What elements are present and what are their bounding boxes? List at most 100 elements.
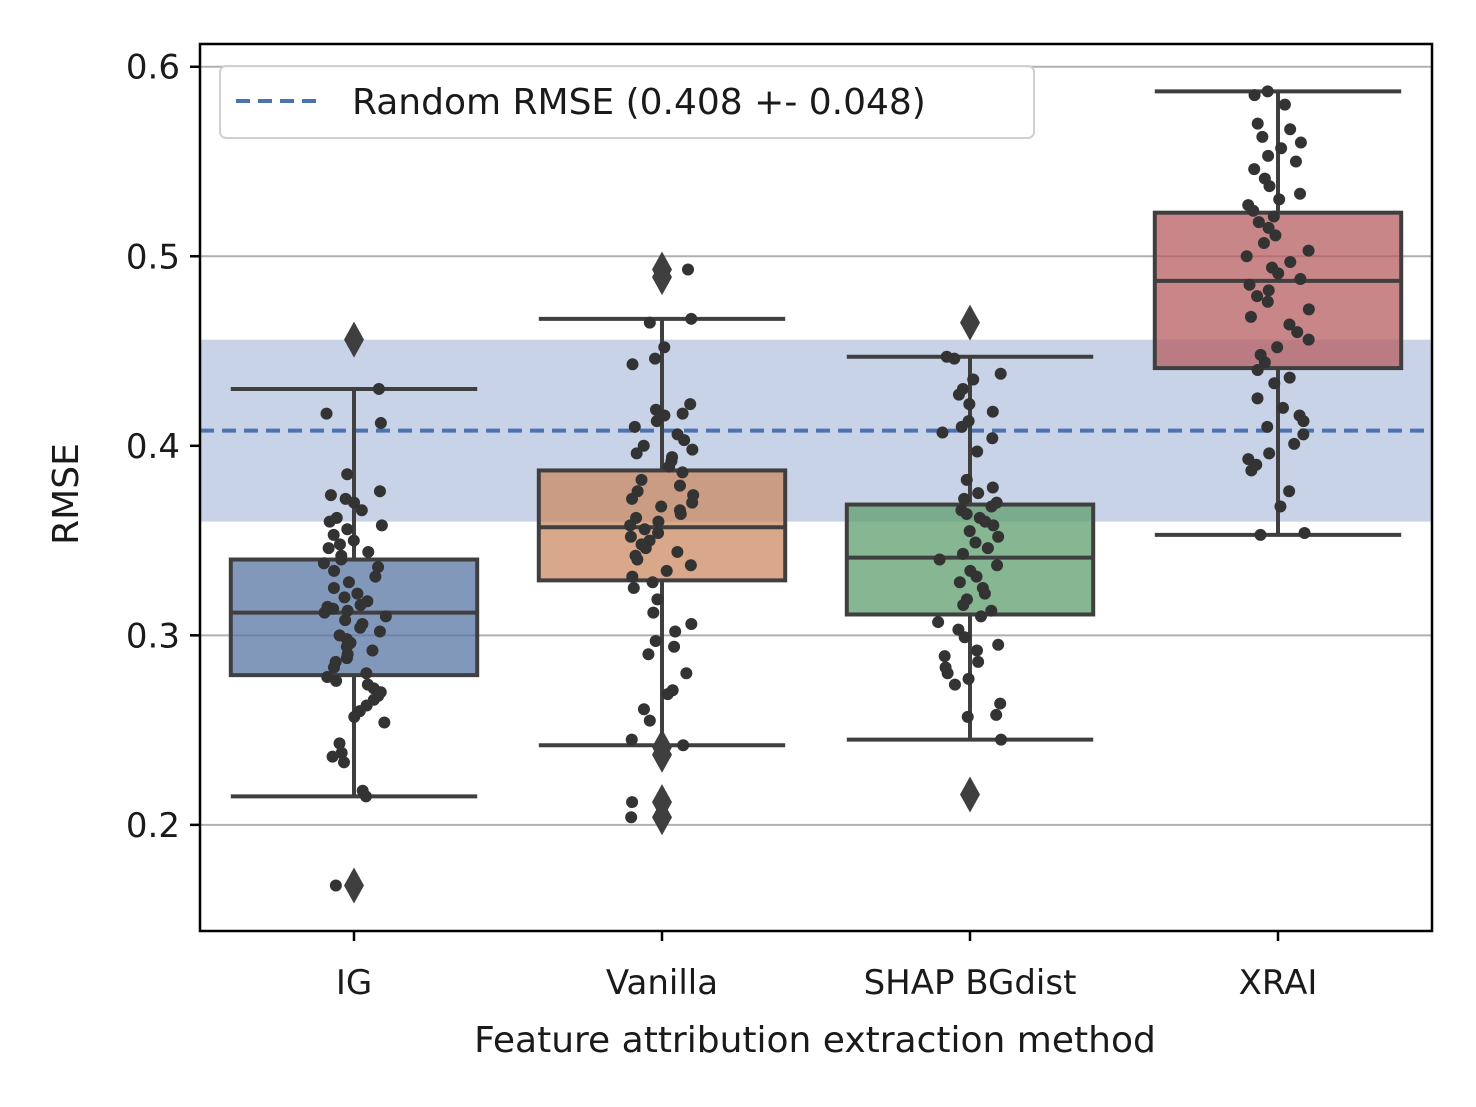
data-point-ig [335, 553, 348, 566]
data-point-ig [379, 610, 392, 623]
data-point-shap-bgdist [972, 487, 985, 500]
data-point-ig [329, 879, 342, 892]
data-point-shap-bgdist [958, 631, 971, 644]
data-point-ig [333, 737, 346, 750]
data-point-ig [351, 587, 364, 600]
data-point-shap-bgdist [948, 678, 961, 691]
data-point-xrai [1245, 464, 1258, 477]
data-point-shap-bgdist [987, 519, 1000, 532]
data-point-ig [318, 606, 331, 619]
data-point-vanilla [673, 479, 686, 492]
data-point-xrai [1283, 318, 1296, 331]
data-point-xrai [1263, 180, 1276, 193]
data-point-vanilla [660, 564, 673, 577]
data-point-xrai [1275, 142, 1288, 155]
data-point-ig [337, 756, 350, 769]
data-point-shap-bgdist [986, 432, 999, 445]
x-axis-label: Feature attribution extraction method [474, 1020, 1156, 1061]
data-point-vanilla [686, 443, 699, 456]
y-axis-label: RMSE [46, 443, 87, 545]
data-point-vanilla [631, 553, 644, 566]
data-point-vanilla [637, 439, 650, 452]
data-point-xrai [1284, 255, 1297, 268]
data-point-xrai [1261, 420, 1274, 433]
data-point-ig [355, 504, 368, 517]
data-point-xrai [1294, 187, 1307, 200]
data-point-ig [328, 564, 341, 577]
y-tick-label: 0.6 [126, 48, 180, 88]
data-point-vanilla [643, 714, 656, 727]
y-tick-label: 0.4 [126, 427, 180, 467]
data-point-ig [317, 557, 330, 570]
data-point-vanilla [626, 358, 639, 371]
data-point-shap-bgdist [991, 559, 1004, 572]
data-point-ig [333, 538, 346, 551]
data-point-shap-bgdist [932, 616, 945, 629]
data-point-vanilla [676, 466, 689, 479]
data-point-xrai [1261, 295, 1274, 308]
data-point-vanilla [678, 434, 691, 447]
data-point-vanilla [651, 593, 664, 606]
legend-entry-label: Random RMSE (0.408 +- 0.048) [352, 82, 926, 123]
data-point-ig [338, 591, 351, 604]
data-point-vanilla [624, 519, 637, 532]
data-point-vanilla [682, 263, 695, 276]
data-point-xrai [1302, 303, 1315, 316]
data-point-shap-bgdist [972, 655, 985, 668]
data-point-vanilla [637, 703, 650, 716]
data-point-ig [320, 407, 333, 420]
data-point-vanilla [661, 688, 674, 701]
data-point-ig [372, 382, 385, 395]
y-tick-label: 0.2 [126, 806, 180, 846]
data-point-shap-bgdist [956, 547, 969, 560]
data-point-xrai [1262, 284, 1275, 297]
data-point-xrai [1271, 341, 1284, 354]
data-point-vanilla [671, 545, 684, 558]
data-point-vanilla [650, 415, 663, 428]
data-point-ig [342, 576, 355, 589]
data-point-ig [373, 625, 386, 638]
data-point-vanilla [638, 523, 651, 536]
axes: 0.2 0.3 0.4 0.5 0.6 IG Vanilla SHAP BGdist XRAI [126, 42, 1434, 1003]
data-point-xrai [1263, 447, 1276, 460]
data-point-shap-bgdist [992, 638, 1005, 651]
legend: Random RMSE (0.408 +- 0.048) [219, 65, 1035, 139]
data-point-xrai [1243, 278, 1256, 291]
outlier-marker-vanilla [652, 736, 672, 773]
x-tick-label: Vanilla [606, 963, 718, 1003]
data-point-shap-bgdist [960, 473, 973, 486]
y-tick-label: 0.3 [126, 616, 180, 656]
data-point-ig [362, 545, 375, 558]
data-point-ig [375, 519, 388, 532]
data-point-vanilla [626, 492, 639, 505]
data-point-ig [347, 534, 360, 547]
data-point-xrai [1262, 149, 1275, 162]
data-point-shap-bgdist [960, 508, 973, 521]
data-point-vanilla [624, 530, 637, 543]
data-point-vanilla [625, 811, 638, 824]
data-point-xrai [1278, 98, 1291, 111]
data-point-shap-bgdist [986, 481, 999, 494]
data-point-xrai [1291, 326, 1304, 339]
data-point-ig [323, 515, 336, 528]
y-tick-label: 0.5 [126, 237, 180, 277]
data-point-vanilla [684, 559, 697, 572]
data-point-shap-bgdist [936, 426, 949, 439]
data-point-ig [339, 614, 352, 627]
data-point-vanilla [642, 648, 655, 661]
data-point-vanilla [635, 473, 648, 486]
data-point-ig [330, 674, 343, 687]
data-point-vanilla [625, 733, 638, 746]
data-point-ig [373, 485, 386, 498]
data-point-xrai [1251, 392, 1264, 405]
data-point-xrai [1269, 229, 1282, 242]
data-point-vanilla [685, 617, 698, 630]
data-point-vanilla [658, 341, 671, 354]
plot-frame [198, 42, 1434, 933]
data-point-xrai [1294, 136, 1307, 149]
data-point-xrai [1251, 290, 1264, 303]
data-point-vanilla [646, 576, 659, 589]
data-point-xrai [1248, 163, 1261, 176]
data-point-xrai [1298, 526, 1311, 539]
